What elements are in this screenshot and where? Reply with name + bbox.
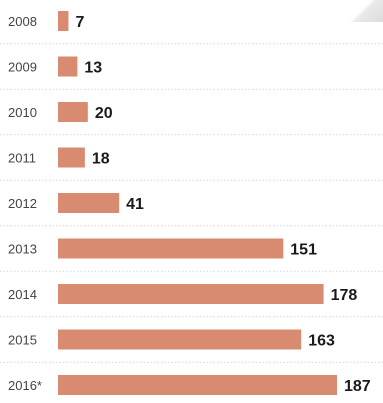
- category-label-2008: 2008: [8, 14, 37, 29]
- bar-2015: [58, 329, 302, 350]
- category-label-2014: 2014: [8, 287, 37, 302]
- value-label-2016-asterisk: 187: [344, 378, 371, 395]
- bar-2012: [58, 193, 120, 213]
- bar-2009: [58, 56, 78, 77]
- bar-2014: [58, 284, 324, 304]
- value-label-2008: 7: [75, 14, 84, 31]
- value-label-2011: 18: [92, 151, 110, 168]
- bar-2008: [58, 11, 69, 31]
- value-label-2013: 151: [290, 242, 317, 259]
- value-label-2015: 163: [308, 333, 335, 350]
- value-label-2012: 41: [126, 196, 144, 213]
- value-label-2014: 178: [331, 287, 358, 304]
- category-label-2016-asterisk: 2016*: [8, 378, 42, 393]
- category-label-2011: 2011: [8, 151, 36, 166]
- category-label-2010: 2010: [8, 105, 37, 120]
- bar-2011: [58, 147, 85, 168]
- bar-2010: [58, 102, 88, 122]
- category-label-2012: 2012: [8, 196, 37, 211]
- category-label-2013: 2013: [8, 242, 37, 257]
- category-label-2009: 2009: [8, 60, 37, 75]
- value-label-2010: 20: [95, 105, 113, 122]
- bar-2013: [58, 238, 284, 259]
- page-fold-shadow: [343, 0, 383, 22]
- category-label-2015: 2015: [8, 333, 37, 348]
- value-label-2009: 13: [84, 60, 102, 77]
- bar-2016-asterisk: [58, 375, 337, 395]
